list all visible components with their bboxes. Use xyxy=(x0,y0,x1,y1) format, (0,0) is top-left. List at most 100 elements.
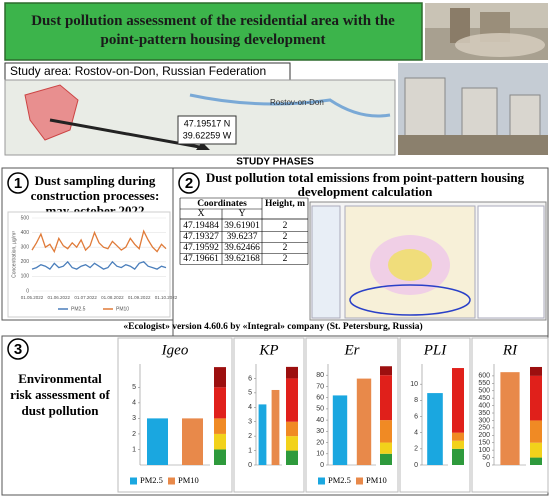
y-tick-label: 2 xyxy=(132,431,136,438)
risk-scale-segment xyxy=(214,387,226,419)
risk-scale-segment xyxy=(286,378,298,422)
y-tick-label: 100 xyxy=(478,447,490,454)
x-tick-label: 01.05.2022 xyxy=(21,295,44,300)
y-tick-label: 40 xyxy=(316,417,324,424)
table-cell: 39.62168 xyxy=(224,254,260,264)
y-tick-label: 450 xyxy=(478,395,490,402)
legend-label: PM10 xyxy=(178,475,199,485)
y-tick-label: 4 xyxy=(132,400,136,407)
risk-scale-segment xyxy=(530,442,542,458)
risk-scale-segment xyxy=(380,442,392,454)
y-tick-label: 70 xyxy=(316,383,324,390)
risk-scale-segment xyxy=(380,420,392,443)
map-city: Rostov-on-Don xyxy=(270,98,324,107)
y-tick-label: 0 xyxy=(414,462,418,469)
y-tick-label: 5 xyxy=(132,384,136,391)
risk-scale-segment xyxy=(452,432,464,441)
map-river xyxy=(189,93,391,118)
y-tick-label: 6 xyxy=(248,375,252,382)
y-tick-label: 100 xyxy=(21,274,30,280)
map-arrow-head xyxy=(196,142,210,150)
y-axis-label: Concentration, µg/m³ xyxy=(11,231,17,278)
risk-scale-segment xyxy=(214,367,226,388)
legend-swatch xyxy=(130,477,137,485)
risk-scale-segment xyxy=(452,448,464,465)
y-tick-label: 20 xyxy=(316,439,324,446)
risk-scale-segment xyxy=(214,433,226,450)
table-cell: 47.19592 xyxy=(183,243,219,253)
chart-title: Igeo xyxy=(161,342,189,358)
y-tick-label: 150 xyxy=(478,440,490,447)
y-tick-label: 500 xyxy=(21,215,30,221)
table-subheader: Y xyxy=(239,209,246,219)
y-tick-label: 4 xyxy=(414,430,418,437)
legend-label: PM10 xyxy=(366,475,387,485)
y-tick-label: 60 xyxy=(316,395,324,402)
y-tick-label: 550 xyxy=(478,380,490,387)
chart-frame xyxy=(117,337,233,493)
bar xyxy=(500,372,520,465)
phase-number: 1 xyxy=(14,175,22,192)
table-cell: 39.62466 xyxy=(224,243,260,253)
y-tick-label: 500 xyxy=(478,388,490,395)
bar xyxy=(271,389,280,465)
risk-scale-segment xyxy=(530,375,542,421)
legend-label: PM2.5 xyxy=(140,475,163,485)
y-tick-label: 8 xyxy=(414,397,418,404)
table-cell: 47.19484 xyxy=(183,221,219,231)
risk-scale-segment xyxy=(380,453,392,465)
y-tick-label: 400 xyxy=(21,230,30,236)
risk-scale-segment xyxy=(286,450,298,465)
chart-frame xyxy=(305,337,399,493)
y-tick-label: 0 xyxy=(320,462,324,469)
y-tick-label: 6 xyxy=(414,413,418,420)
title-box xyxy=(4,2,423,61)
legend-label: PM2.5 xyxy=(328,475,351,485)
risk-scale-segment xyxy=(286,366,298,379)
table-cell: 2 xyxy=(283,254,288,264)
y-tick-label: 0 xyxy=(26,288,29,294)
phases-title: STUDY PHASES xyxy=(236,157,314,168)
chart-title: RI xyxy=(502,342,518,358)
photo-building xyxy=(404,77,446,139)
bar xyxy=(427,393,443,465)
risk-scale-segment xyxy=(530,366,542,376)
legend-swatch xyxy=(356,477,363,485)
y-tick-label: 200 xyxy=(21,259,30,265)
risk-scale-segment xyxy=(214,418,226,434)
x-tick-label: 01.06.2022 xyxy=(48,295,71,300)
risk-scale-segment xyxy=(214,449,226,465)
phase-title: Dust sampling during construction process… xyxy=(31,173,160,218)
bar xyxy=(147,418,168,465)
table-subheader: X xyxy=(198,209,205,219)
y-tick-label: 200 xyxy=(478,432,490,439)
title: Dust pollution assessment of the residen… xyxy=(31,13,395,48)
y-tick-label: 30 xyxy=(316,428,324,435)
legend-label: PM10 xyxy=(116,306,129,312)
table-cell: 47.19661 xyxy=(183,254,219,264)
table-header: Height, m xyxy=(265,199,305,209)
table-cell: 2 xyxy=(283,221,288,231)
phase-number: 2 xyxy=(185,175,193,192)
table-cell: 39.6237 xyxy=(227,232,258,242)
y-tick-label: 10 xyxy=(316,451,324,458)
software-isoline xyxy=(388,249,432,281)
latitude: 47.19517 N xyxy=(184,118,231,128)
map-region xyxy=(24,84,79,141)
software-caption: «Ecologist» version 4.60.6 by «Integral»… xyxy=(123,321,422,332)
bar xyxy=(182,418,203,465)
bar xyxy=(356,378,372,465)
risk-scale-segment xyxy=(530,457,542,465)
y-tick-label: 50 xyxy=(482,454,490,461)
y-tick-label: 2 xyxy=(248,433,252,440)
legend-label: PM2.5 xyxy=(71,306,86,312)
y-tick-label: 0 xyxy=(248,462,252,469)
table-cell: 2 xyxy=(283,232,288,242)
study-area-label: Study area: Rostov-on-Don, Russian Feder… xyxy=(10,64,266,78)
y-tick-label: 5 xyxy=(248,390,252,397)
phase-number-circle xyxy=(7,338,29,360)
line-series xyxy=(31,229,167,254)
x-tick-label: 01.07.2022 xyxy=(74,295,97,300)
risk-scale-segment xyxy=(286,421,298,437)
